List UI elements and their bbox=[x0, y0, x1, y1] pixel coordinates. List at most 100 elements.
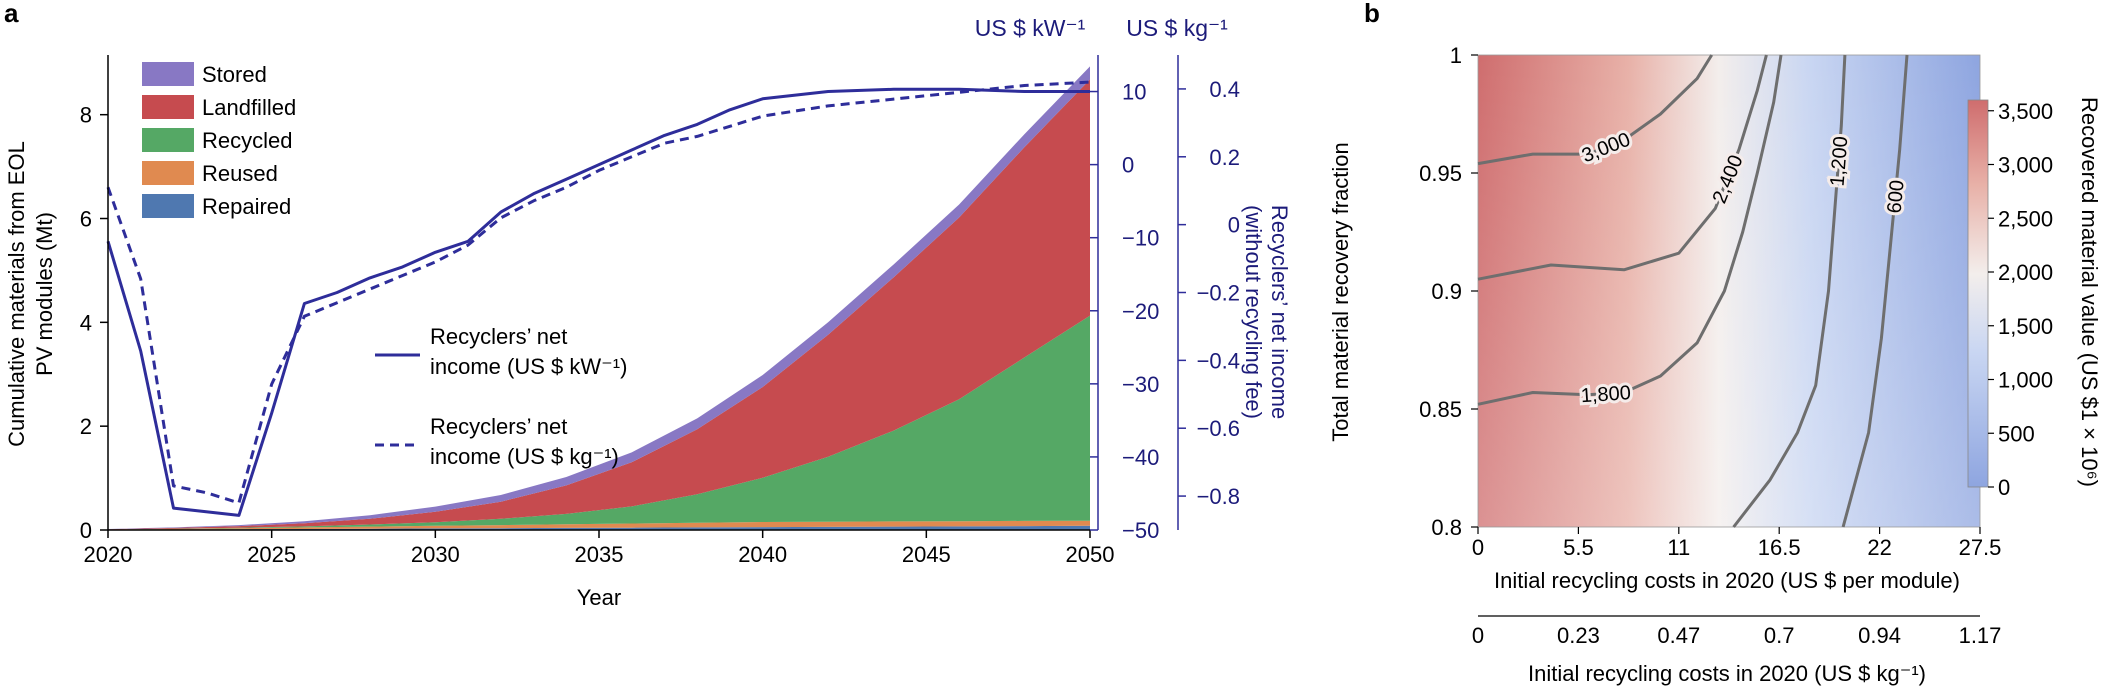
income-line-kw bbox=[106, 87, 1090, 517]
colorbar-tick-label: 500 bbox=[1998, 421, 2035, 446]
y-tick-label-a: 6 bbox=[80, 207, 92, 232]
x-tick-label-b2: 0.47 bbox=[1657, 623, 1700, 648]
x-tick-label-b: 5.5 bbox=[1563, 535, 1594, 560]
y-tick-label-a: 0 bbox=[80, 518, 92, 543]
contour-line-2400 bbox=[1477, 54, 1768, 281]
colorbar bbox=[1967, 99, 1989, 488]
income-line-kg bbox=[106, 80, 1091, 505]
x-tick-label-b2: 0.23 bbox=[1557, 623, 1600, 648]
legend-label-repaired: Repaired bbox=[202, 194, 291, 219]
y-tick-label-a: 8 bbox=[80, 103, 92, 128]
contour-line-3000 bbox=[1477, 54, 1713, 166]
kw-tick-label: −50 bbox=[1122, 518, 1159, 543]
income-legend-label: Recyclers’ net bbox=[430, 324, 567, 349]
kg-tick-label: −0.2 bbox=[1197, 281, 1240, 306]
kg-tick-label: 0.2 bbox=[1209, 145, 1240, 170]
kw-tick-label: −30 bbox=[1122, 372, 1159, 397]
colorbar-ticks: 3,500 3,000 2,500 2,000 1,500 1,000 500 0 bbox=[1988, 99, 2053, 500]
y-tick-label-b: 0.8 bbox=[1431, 515, 1462, 540]
area-repaired bbox=[108, 525, 1090, 530]
legend-label-stored: Stored bbox=[202, 62, 267, 87]
kg-tick-label: −0.8 bbox=[1197, 484, 1240, 509]
kg-tick-label: −0.6 bbox=[1197, 416, 1240, 441]
kw-tick-label: −10 bbox=[1122, 226, 1159, 251]
contour-line-1200 bbox=[1732, 54, 1847, 528]
income-legend-label: income (US $ kg⁻¹) bbox=[430, 444, 619, 469]
contour-label-group: 1,200 bbox=[1824, 132, 1856, 190]
panel-a: a 2020 2025 2030 2035 2040 2045 2050 0 2 4 6 8 10 0 −1… bbox=[4, 0, 1292, 610]
right-axis-kw-title: US $ kW⁻¹ bbox=[975, 15, 1086, 41]
contour-label: 1,800 bbox=[1580, 382, 1631, 407]
x-tick-label-b: 11 bbox=[1667, 535, 1690, 560]
y-axis-title-b: Total material recovery fraction bbox=[1328, 142, 1353, 442]
x-tick-label-a: 2025 bbox=[247, 542, 296, 567]
legend-label-recycled: Recycled bbox=[202, 128, 292, 153]
x-tick-label-a: 2045 bbox=[902, 542, 951, 567]
x-tick-label-a: 2020 bbox=[84, 542, 133, 567]
contour-label: 1,200 bbox=[1827, 135, 1853, 187]
kg-tick-label: −0.4 bbox=[1197, 348, 1240, 373]
kg-tick-label: 0.4 bbox=[1209, 77, 1240, 102]
x-axis-title-b: Initial recycling costs in 2020 (US $ pe… bbox=[1494, 568, 1960, 593]
colorbar-tick-label: 1,000 bbox=[1998, 368, 2053, 393]
x-tick-label-a: 2035 bbox=[575, 542, 624, 567]
x-tick-label-a: 2040 bbox=[738, 542, 787, 567]
x-tick-label-a: 2050 bbox=[1066, 542, 1115, 567]
area-reused bbox=[108, 520, 1090, 530]
y-tick-label-b: 0.95 bbox=[1419, 161, 1462, 186]
panel-label-a: a bbox=[4, 0, 19, 28]
y-axis-title-line1: Cumulative materials from EOL bbox=[4, 141, 29, 447]
x-axis-title-b2: Initial recycling costs in 2020 (US $ kg… bbox=[1528, 661, 1926, 686]
area-landfilled bbox=[108, 79, 1090, 530]
axis-ticks-a: 2020 2025 2030 2035 2040 2045 2050 0 2 4 6 8 10 0 −10 −… bbox=[80, 77, 1240, 567]
x-axis-title-a: Year bbox=[577, 585, 621, 610]
kw-tick-label: 10 bbox=[1122, 80, 1146, 105]
kg-tick-label: 0 bbox=[1228, 213, 1240, 238]
colorbar-tick-label: 0 bbox=[1998, 475, 2010, 500]
colorbar-tick-label: 1,500 bbox=[1998, 314, 2053, 339]
y-tick-label-b: 0.85 bbox=[1419, 397, 1462, 422]
x-tick-label-b: 16.5 bbox=[1758, 535, 1801, 560]
right-ylabel-line2: (without recycling fee) bbox=[1241, 205, 1266, 419]
kw-tick-label: −20 bbox=[1122, 299, 1159, 324]
income-legend-label: Recyclers’ net bbox=[430, 414, 567, 439]
income-legend-label: income (US $ kW⁻¹) bbox=[430, 354, 627, 379]
area-recycled bbox=[108, 315, 1090, 530]
heatmap-shade bbox=[1478, 55, 1980, 527]
legend-label-landfilled: Landfilled bbox=[202, 95, 296, 120]
legend-swatch-stored bbox=[142, 62, 194, 86]
x-tick-label-b: 27.5 bbox=[1959, 535, 2002, 560]
x-tick-label-b2: 0 bbox=[1472, 623, 1484, 648]
kw-tick-label: −40 bbox=[1122, 445, 1159, 470]
contour-line-600 bbox=[1841, 54, 1909, 528]
contour-label: 600 bbox=[1884, 179, 1909, 214]
legend-swatch-recycled bbox=[142, 128, 194, 152]
colorbar-tick-label: 3,500 bbox=[1998, 99, 2053, 124]
colorbar-tick-label: 3,000 bbox=[1998, 153, 2053, 178]
x-tick-label-b: 22 bbox=[1867, 535, 1891, 560]
panel-label-b: b bbox=[1364, 0, 1380, 28]
legend-swatch-repaired bbox=[142, 194, 194, 218]
x-tick-label-a: 2030 bbox=[411, 542, 460, 567]
contour-line-1800 bbox=[1477, 54, 1783, 406]
x-tick-label-b: 0 bbox=[1472, 535, 1484, 560]
y-axis-title-line2: PV modules (Mt) bbox=[32, 212, 57, 376]
legend-swatch-reused bbox=[142, 161, 194, 185]
legend-swatch-landfilled bbox=[142, 95, 194, 119]
colorbar-tick-label: 2,000 bbox=[1998, 260, 2053, 285]
x-tick-label-b2: 0.7 bbox=[1764, 623, 1795, 648]
right-ylabel-line1: Recyclers’ net income bbox=[1267, 205, 1292, 419]
colorbar-tick-label: 2,500 bbox=[1998, 206, 2053, 231]
income-legend: Recyclers’ net income (US $ kW⁻¹) Recycler… bbox=[375, 324, 627, 469]
y-tick-label-b: 0.9 bbox=[1431, 279, 1462, 304]
stacked-area-group bbox=[108, 66, 1090, 530]
kw-tick-label: 0 bbox=[1122, 153, 1134, 178]
legend-label-reused: Reused bbox=[202, 161, 278, 186]
y-tick-label-b: 1 bbox=[1450, 43, 1462, 68]
y-tick-label-a: 2 bbox=[80, 414, 92, 439]
right-axis-kg-title: US $ kg⁻¹ bbox=[1126, 15, 1228, 41]
colorbar-title: Recovered material value (US $1 × 10⁶) bbox=[2077, 97, 2102, 487]
legend-a: Stored Landfilled Recycled Reused Repaired bbox=[142, 62, 296, 219]
